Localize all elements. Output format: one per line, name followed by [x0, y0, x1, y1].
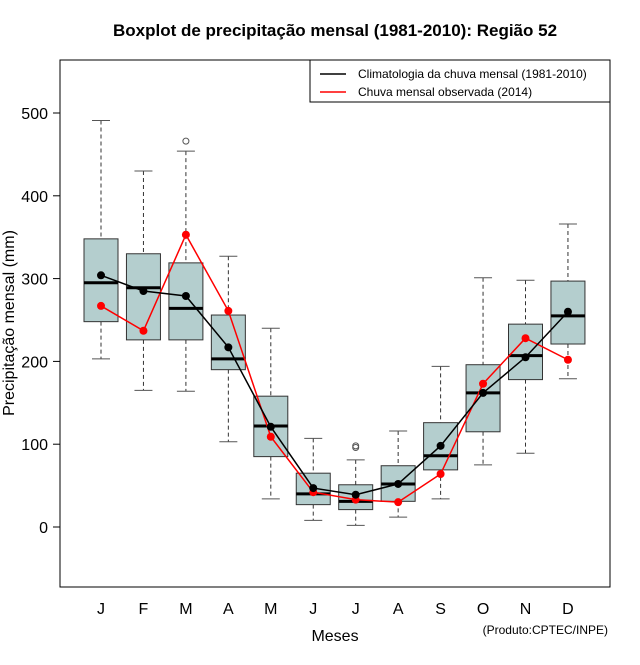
- series-point: [521, 353, 530, 362]
- box: [168, 262, 204, 341]
- legend-label-climatology: Climatologia da chuva mensal (1981-2010): [358, 67, 587, 81]
- series-point: [479, 388, 488, 397]
- x-tick-label: F: [139, 601, 149, 618]
- x-tick-label: S: [435, 601, 446, 618]
- box: [508, 323, 543, 381]
- series-line: [100, 274, 569, 496]
- y-tick-label: 400: [21, 189, 48, 206]
- box: [210, 314, 246, 371]
- legend-label-observed: Chuva mensal observada (2014): [358, 85, 532, 99]
- series-point: [266, 432, 275, 441]
- y-tick-label: 0: [39, 520, 48, 537]
- series-point: [351, 490, 360, 499]
- x-tick-label: A: [393, 601, 404, 618]
- series-point: [97, 301, 105, 310]
- y-tick-label: 500: [21, 106, 48, 123]
- x-tick-label: M: [264, 601, 277, 618]
- series-point: [224, 343, 233, 352]
- x-tick-label: J: [352, 601, 360, 618]
- series-point: [394, 479, 403, 488]
- box: [465, 364, 501, 433]
- series-point: [479, 379, 488, 388]
- series-point: [394, 498, 403, 507]
- y-tick-label: 200: [21, 354, 48, 371]
- x-axis-label: Meses: [311, 628, 358, 645]
- series-point: [563, 355, 572, 364]
- series-point: [266, 422, 275, 431]
- outlier-point: [352, 442, 360, 450]
- series-point: [563, 307, 572, 316]
- series-point: [309, 484, 318, 493]
- series-line: [100, 233, 569, 503]
- x-tick-label: J: [97, 601, 105, 618]
- credit-text: (Produto:CPTEC/INPE): [483, 623, 608, 637]
- series-point: [97, 271, 105, 280]
- outlier-point: [182, 137, 190, 145]
- legend: Climatologia da chuva mensal (1981-2010)…: [309, 59, 611, 103]
- series-point: [224, 306, 233, 315]
- y-axis-label: Precipitação mensal (mm): [1, 230, 18, 416]
- series-point: [436, 470, 445, 479]
- box: [125, 253, 161, 341]
- x-tick-label: A: [223, 601, 234, 618]
- chart-title: Boxplot de precipitação mensal (1981-201…: [113, 21, 557, 40]
- x-tick-label: M: [179, 601, 192, 618]
- x-tick-label: D: [562, 601, 574, 618]
- x-tick-label: J: [309, 601, 317, 618]
- series-point: [181, 291, 190, 300]
- series-point: [181, 230, 190, 239]
- y-tick-label: 300: [21, 272, 48, 289]
- x-tick-label: N: [520, 601, 532, 618]
- y-tick-label: 100: [21, 437, 48, 454]
- series-point: [139, 326, 148, 335]
- series-point: [436, 441, 445, 450]
- series-point: [521, 334, 530, 343]
- x-tick-label: O: [477, 601, 489, 618]
- series-point: [139, 287, 148, 296]
